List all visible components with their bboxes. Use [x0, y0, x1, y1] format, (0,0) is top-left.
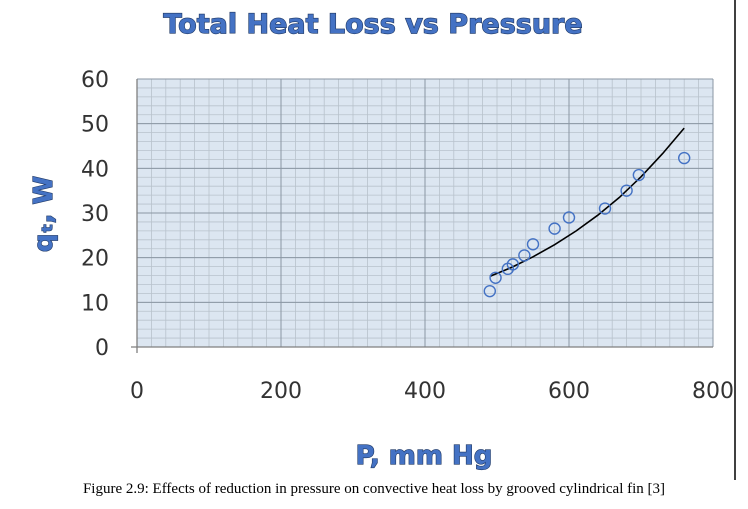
- figure-caption: Figure 2.9: Effects of reduction in pres…: [82, 481, 666, 497]
- data-point: [518, 249, 531, 262]
- data-point: [620, 184, 633, 197]
- x-tick-label: 200: [260, 379, 302, 404]
- data-point: [526, 238, 540, 251]
- data-point: [506, 258, 520, 271]
- x-axis-label: P, mm Hg: [356, 441, 493, 471]
- chart: Total Heat Loss vs Pressure 0 10 20 30 40 50 6…: [28, 0, 736, 480]
- data-point: [598, 202, 612, 215]
- x-tick-label: 600: [548, 379, 590, 404]
- y-tick-label: 30: [81, 202, 109, 227]
- y-axis-label: qₜ, W: [29, 176, 59, 252]
- data-point: [562, 211, 576, 224]
- trendline-path: [489, 127, 685, 278]
- x-tick-label: 0: [130, 379, 144, 404]
- x-tick-label: 400: [404, 379, 446, 404]
- chart-title: Total Heat Loss vs Pressure: [163, 9, 582, 40]
- data-point: [548, 222, 561, 235]
- data-points: [483, 151, 691, 298]
- data-point: [632, 168, 646, 182]
- data-point: [483, 284, 496, 298]
- trendline: [489, 127, 685, 278]
- data-point: [678, 151, 691, 165]
- y-tick-label: 0: [95, 336, 109, 361]
- data-point: [489, 271, 502, 284]
- y-tick-label: 60: [81, 68, 109, 93]
- y-tick-label: 20: [81, 247, 109, 272]
- x-tick-label: 800: [692, 379, 734, 404]
- y-tick-label: 50: [81, 113, 109, 138]
- y-tick-label: 10: [81, 291, 109, 316]
- grid: [131, 78, 714, 353]
- y-tick-label: 40: [81, 157, 109, 182]
